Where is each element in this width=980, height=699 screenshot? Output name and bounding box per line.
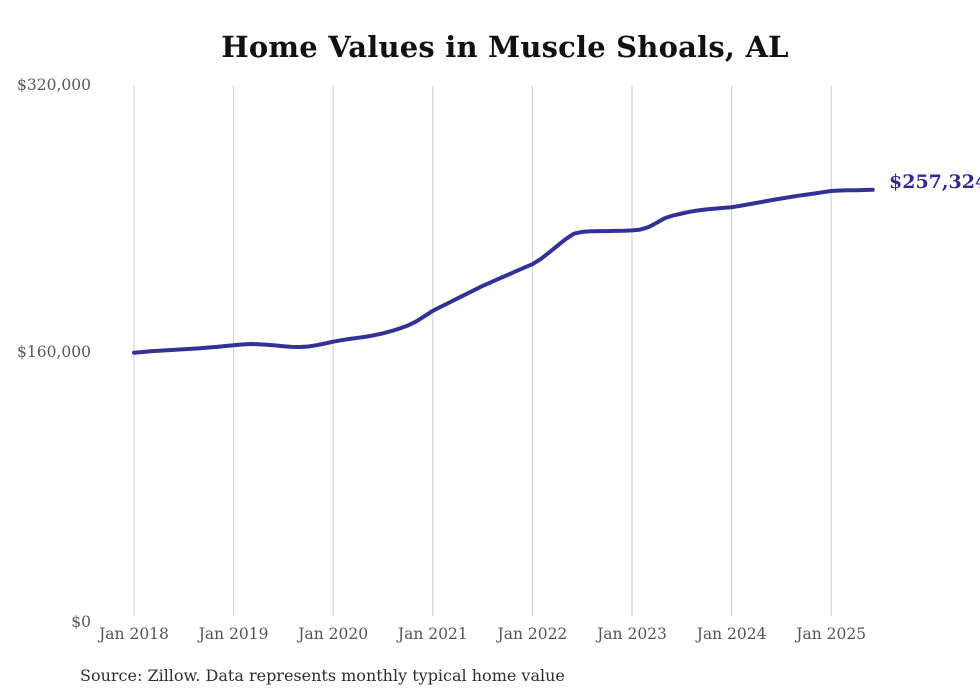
x-tick-label-jan-2024: Jan 2024 [696, 625, 767, 643]
x-tick-label-jan-2023: Jan 2023 [597, 625, 667, 643]
source-note: Source: Zillow. Data represents monthly … [80, 666, 565, 685]
y-tick-label-0: $0 [71, 613, 91, 631]
x-tick-label-jan-2025: Jan 2025 [796, 625, 867, 643]
x-tick-label-jan-2019: Jan 2019 [198, 625, 269, 643]
x-tick-label-jan-2018: Jan 2018 [99, 625, 169, 643]
y-tick-label-160000: $160,000 [17, 343, 91, 361]
y-tick-label-320000: $320,000 [17, 76, 91, 94]
chart-title: Home Values in Muscle Shoals, AL [221, 30, 789, 64]
x-tick-label-jan-2022: Jan 2022 [497, 625, 568, 643]
x-tick-label-jan-2021: Jan 2021 [397, 625, 468, 643]
end-value-label: $257,324 [889, 171, 980, 193]
x-tick-label-jan-2020: Jan 2020 [298, 625, 369, 643]
home-value-line [132, 187, 875, 355]
